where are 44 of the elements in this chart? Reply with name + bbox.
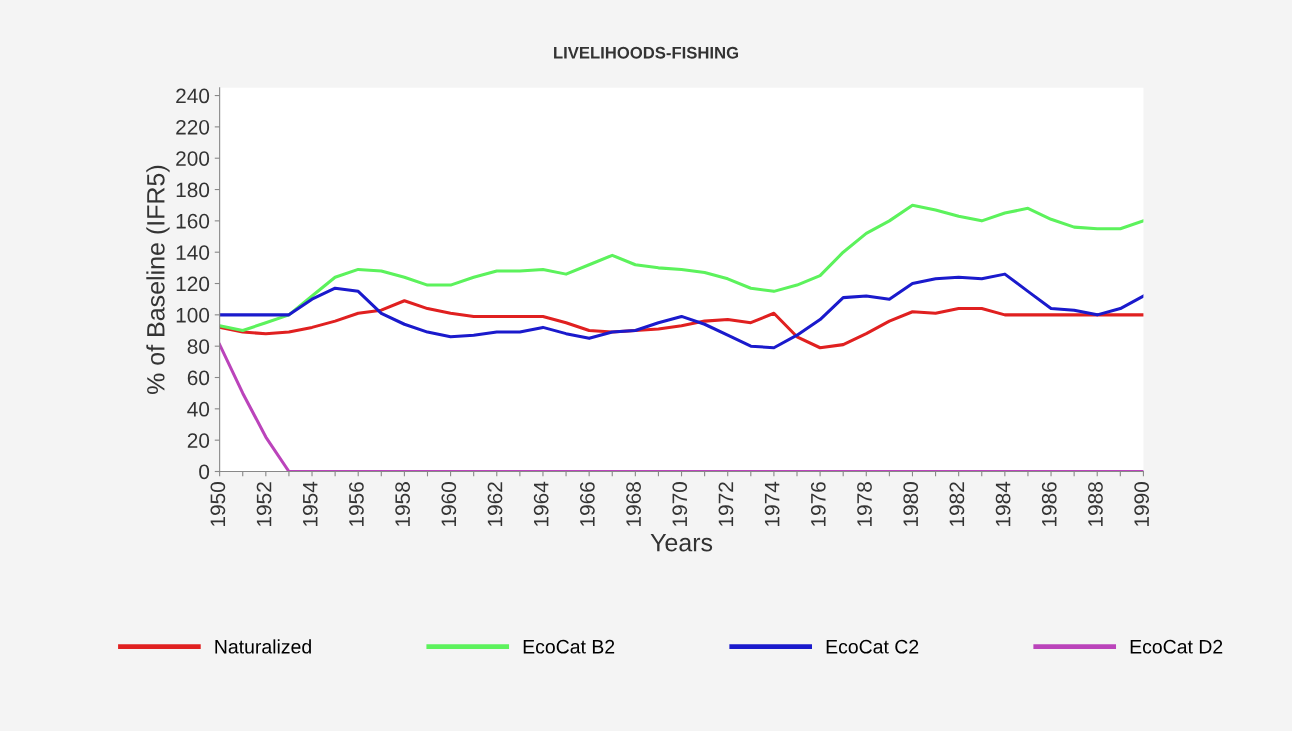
x-tick-label: 1954 (302, 481, 318, 526)
line-series (219, 299, 1144, 350)
y-tick-label: 120 (176, 276, 210, 292)
x-tick-label: 1964 (533, 481, 549, 526)
x-tick-label: 1978 (857, 482, 872, 526)
y-tick-label: 140 (176, 245, 210, 260)
x-tick-label: 1982 (949, 482, 965, 526)
x-tick-label: 1956 (349, 482, 364, 526)
chart-title: LIVELIHOODS-FISHING (554, 46, 739, 59)
line-series (219, 272, 1144, 350)
x-tick-label: 1974 (764, 481, 780, 526)
x-tick-label: 1972 (718, 482, 734, 526)
line-series (219, 203, 1144, 333)
x-tick-label: 1968 (626, 482, 641, 526)
y-tick-label: 80 (187, 339, 210, 354)
legend-label: EcoCat C2 (826, 639, 919, 654)
y-tick-label: 40 (187, 401, 210, 417)
y-tick-label: 200 (176, 151, 210, 166)
legend-label: EcoCat B2 (523, 639, 615, 654)
x-tick-label: 1976 (810, 482, 826, 526)
x-tick-label: 1986 (1041, 482, 1057, 526)
x-axis-title: Years (650, 534, 713, 552)
y-tick-label: 100 (176, 307, 210, 323)
x-tick-label: 1966 (579, 482, 595, 526)
x-tick-label: 1960 (441, 482, 457, 526)
x-tick-label: 1958 (395, 482, 410, 526)
x-tick-label: 1988 (1088, 482, 1103, 526)
y-tick-label: 60 (187, 370, 210, 386)
legend-label: Naturalized (215, 639, 311, 654)
y-tick-label: 220 (176, 119, 210, 135)
x-tick-label: 1980 (903, 482, 919, 526)
x-tick-label: 1984 (995, 481, 1011, 526)
y-tick-label: 20 (187, 433, 210, 448)
y-axis-title: % of Baseline (IFR5) (146, 165, 170, 395)
x-tick-label: 1970 (672, 482, 688, 526)
legend-label: EcoCat D2 (1130, 639, 1223, 654)
x-tick-label: 1990 (1134, 482, 1150, 526)
y-tick-label: 180 (176, 182, 210, 198)
x-tick-label: 1950 (210, 482, 226, 526)
y-tick-label: 240 (176, 88, 210, 104)
x-tick-label: 1952 (256, 482, 272, 526)
y-tick-label: 160 (176, 213, 210, 229)
y-tick-label: 0 (199, 464, 210, 480)
x-tick-label: 1962 (487, 482, 503, 526)
